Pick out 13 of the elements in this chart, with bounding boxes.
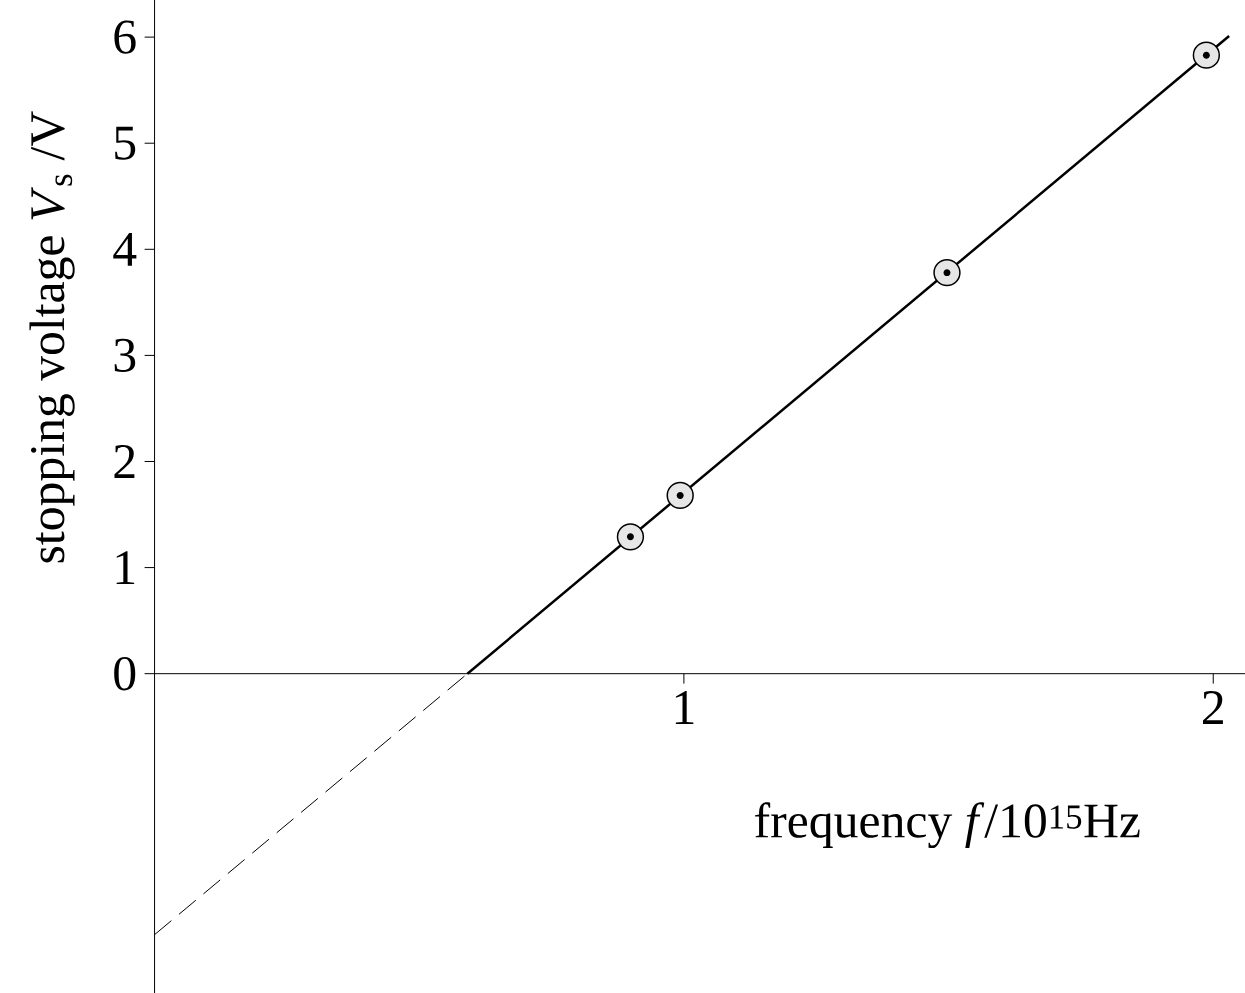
y-tick-label: 1 bbox=[116, 551, 135, 584]
y-tick-label: 4 bbox=[113, 232, 137, 266]
y-tick-label: 5 bbox=[115, 126, 136, 160]
y-tick-label: 2 bbox=[114, 445, 135, 478]
y-tick-label: 0 bbox=[114, 656, 136, 691]
y-tick-label: 6 bbox=[114, 20, 136, 54]
point bbox=[616, 523, 645, 551]
x-axis-title: frequency f/10$^{15}$Hz bbox=[755, 802, 1140, 849]
y-axis-title: stopping voltage V$_{s}$ /V bbox=[29, 111, 75, 563]
y-tick-label: 3 bbox=[114, 338, 136, 373]
point bbox=[1192, 41, 1221, 69]
point bbox=[666, 481, 694, 510]
point bbox=[933, 258, 961, 287]
